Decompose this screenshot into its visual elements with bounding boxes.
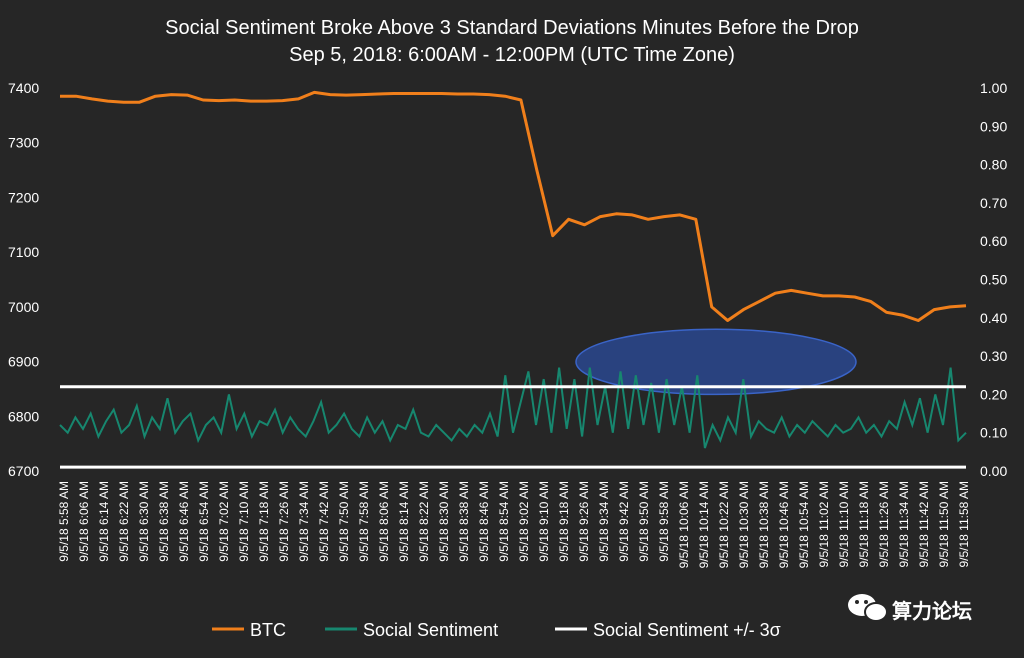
y-right-tick-label: 0.80: [980, 157, 1007, 173]
chart-subtitle: Sep 5, 2018: 6:00AM - 12:00PM (UTC Time …: [289, 44, 735, 66]
x-tick-label: 9/5/18 8:38 AM: [457, 481, 471, 562]
x-tick-label: 9/5/18 8:54 AM: [497, 481, 511, 562]
x-tick-label: 9/5/18 10:14 AM: [697, 481, 711, 568]
x-tick-label: 9/5/18 6:38 AM: [157, 481, 171, 562]
legend-band-label: Social Sentiment +/- 3σ: [593, 620, 781, 640]
y-right-tick-label: 0.50: [980, 272, 1007, 288]
x-tick-label: 9/5/18 9:26 AM: [577, 481, 591, 562]
x-tick-label: 9/5/18 10:22 AM: [717, 481, 731, 568]
watermark-text: 算力论坛: [892, 599, 972, 623]
x-tick-label: 9/5/18 6:14 AM: [97, 481, 111, 562]
x-tick-label: 9/5/18 11:26 AM: [877, 481, 891, 568]
y-right-tick-label: 0.20: [980, 386, 1007, 402]
x-tick-label: 9/5/18 7:34 AM: [297, 481, 311, 562]
watermark: 算力论坛: [848, 594, 972, 623]
x-tick-label: 9/5/18 8:22 AM: [417, 481, 431, 562]
x-tick-label: 9/5/18 8:46 AM: [477, 481, 491, 562]
y-left-tick-label: 7400: [8, 80, 39, 96]
x-tick-label: 9/5/18 9:10 AM: [537, 481, 551, 562]
x-tick-label: 9/5/18 11:42 AM: [917, 481, 931, 568]
x-tick-label: 9/5/18 11:02 AM: [817, 481, 831, 568]
y-right-tick-label: 0.30: [980, 348, 1007, 364]
y-left-tick-label: 7200: [8, 189, 39, 205]
x-tick-label: 9/5/18 10:38 AM: [757, 481, 771, 568]
x-tick-label: 9/5/18 11:18 AM: [857, 481, 871, 568]
x-tick-label: 9/5/18 7:26 AM: [277, 481, 291, 562]
x-tick-label: 9/5/18 6:54 AM: [197, 481, 211, 562]
y-right-tick-label: 0.70: [980, 195, 1007, 211]
y-right-tick-label: 0.40: [980, 310, 1007, 326]
y-axis-left: 7400 7300 7200 7100 7000 6900 6800 6700: [8, 80, 39, 479]
x-tick-label: 9/5/18 7:10 AM: [237, 481, 251, 562]
x-axis: 9/5/18 5:58 AM 9/5/18 6:06 AM 9/5/18 6:14 …: [57, 481, 971, 568]
x-tick-label: 9/5/18 9:02 AM: [517, 481, 531, 562]
x-tick-label: 9/5/18 7:42 AM: [317, 481, 331, 562]
y-right-tick-label: 0.10: [980, 425, 1007, 441]
x-tick-label: 9/5/18 10:54 AM: [797, 481, 811, 568]
x-tick-label: 9/5/18 11:34 AM: [897, 481, 911, 568]
y-left-tick-label: 7000: [8, 299, 39, 315]
series-btc-line: [60, 90, 967, 322]
x-tick-label: 9/5/18 6:30 AM: [137, 481, 151, 562]
x-tick-label: 9/5/18 6:06 AM: [77, 481, 91, 562]
wechat-icon: [848, 594, 888, 622]
legend-social-sentiment-label: Social Sentiment: [363, 620, 498, 640]
y-right-tick-label: 0.60: [980, 233, 1007, 249]
legend-btc-label: BTC: [250, 620, 286, 640]
x-tick-label: 9/5/18 10:46 AM: [777, 481, 791, 568]
y-left-tick-label: 7100: [8, 244, 39, 260]
x-tick-label: 9/5/18 8:30 AM: [437, 481, 451, 562]
x-tick-label: 9/5/18 11:50 AM: [937, 481, 951, 568]
x-tick-label: 9/5/18 9:18 AM: [557, 481, 571, 562]
x-tick-label: 9/5/18 6:46 AM: [177, 481, 191, 562]
x-tick-label: 9/5/18 11:10 AM: [837, 481, 851, 568]
y-right-tick-label: 0.90: [980, 118, 1007, 134]
series-social-sentiment-line: [59, 367, 967, 449]
y-right-tick-label: 1.00: [980, 80, 1007, 96]
x-tick-label: 9/5/18 9:42 AM: [617, 481, 631, 562]
x-tick-label: 9/5/18 9:58 AM: [657, 481, 671, 562]
x-tick-label: 9/5/18 11:58 AM: [957, 481, 971, 568]
x-tick-label: 9/5/18 7:18 AM: [257, 481, 271, 562]
x-tick-label: 9/5/18 7:02 AM: [217, 481, 231, 562]
x-tick-label: 9/5/18 5:58 AM: [57, 481, 71, 562]
x-tick-label: 9/5/18 6:22 AM: [117, 481, 131, 562]
chart-title: Social Sentiment Broke Above 3 Standard …: [165, 17, 859, 39]
x-tick-label: 9/5/18 9:50 AM: [637, 481, 651, 562]
highlight-ellipse: [575, 328, 857, 396]
legend: BTC Social Sentiment Social Sentiment +/…: [212, 620, 781, 640]
y-axis-right: 1.00 0.90 0.80 0.70 0.60 0.50 0.40 0.30 0.20 0.10…: [980, 80, 1007, 479]
plot-area: [59, 90, 967, 469]
x-tick-label: 9/5/18 10:06 AM: [677, 481, 691, 568]
y-right-tick-label: 0.00: [980, 463, 1007, 479]
x-tick-label: 9/5/18 7:58 AM: [357, 481, 371, 562]
x-tick-label: 9/5/18 9:34 AM: [597, 481, 611, 562]
y-left-tick-label: 6900: [8, 354, 39, 370]
x-tick-label: 9/5/18 10:30 AM: [737, 481, 751, 568]
x-tick-label: 9/5/18 8:06 AM: [377, 481, 391, 562]
x-tick-label: 9/5/18 7:50 AM: [337, 481, 351, 562]
y-left-tick-label: 6700: [8, 463, 39, 479]
y-left-tick-label: 7300: [8, 135, 39, 151]
x-tick-label: 9/5/18 8:14 AM: [397, 481, 411, 562]
y-left-tick-label: 6800: [8, 408, 39, 424]
